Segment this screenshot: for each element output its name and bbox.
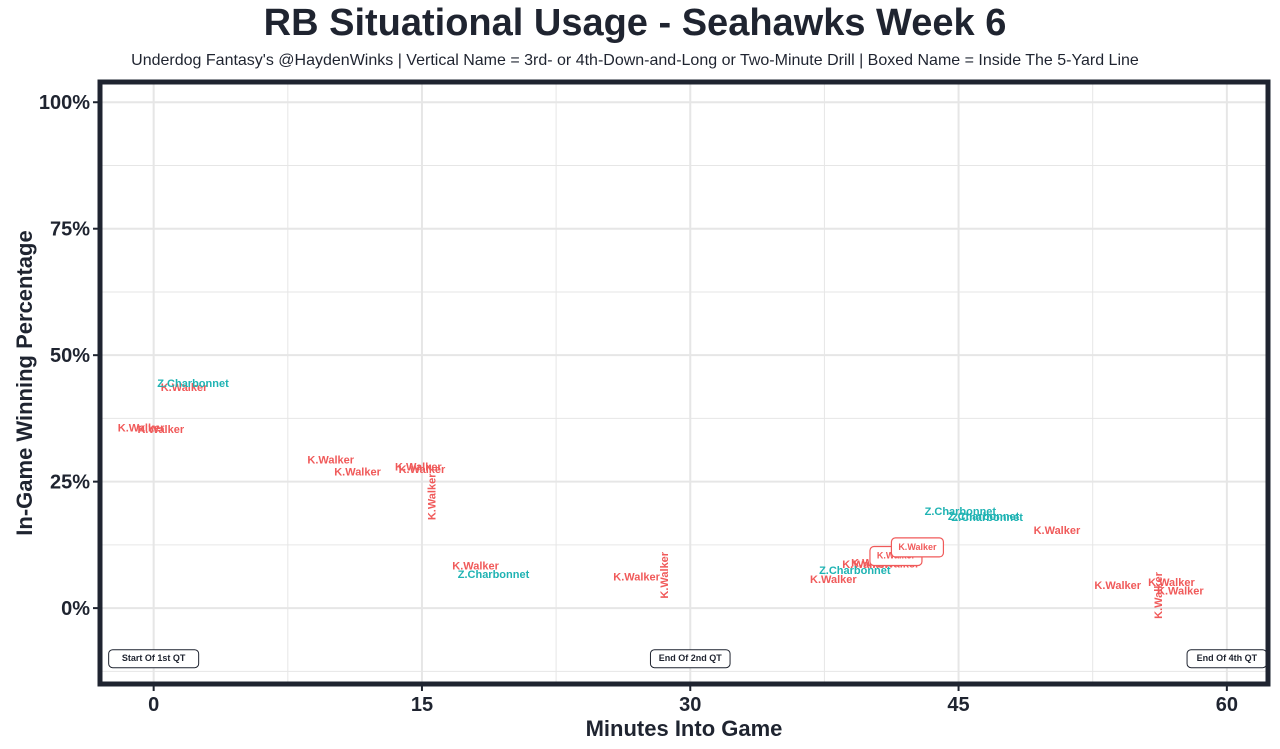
data-point-label: Z.Charbonnet: [819, 565, 891, 577]
annotation-label: End Of 2nd QT: [659, 653, 722, 663]
data-point-label: K.Walker: [334, 466, 381, 478]
annotation-box: [108, 649, 200, 669]
axes: 0 15 30 45 60 0% 25% 50% 75% 100%: [39, 92, 1238, 716]
annotation-box: [649, 649, 731, 669]
chart-title: RB Situational Usage - Seahawks Week 6: [263, 2, 1007, 44]
x-axis-label: Minutes Into Game: [586, 716, 783, 741]
x-tick-label: 15: [411, 694, 433, 716]
data-point-label: K.Walker: [1153, 571, 1165, 618]
x-tick-label: 30: [679, 694, 701, 716]
data-point-label: K.Walker: [1094, 580, 1141, 592]
annotation-label: End Of 4th QT: [1197, 653, 1258, 663]
data-point-label: K.Walker: [898, 542, 937, 552]
data-point-label: K.Walker: [659, 551, 671, 598]
grid-lines: [100, 82, 1268, 684]
data-point-label: K.Walker: [307, 454, 354, 466]
data-point-label: K.Walker: [1157, 585, 1204, 597]
data-point-label: Z.Charbonnet: [458, 569, 530, 581]
quarter-annotation: Start Of 1st QT: [108, 649, 200, 669]
annotation-label: Start Of 1st QT: [122, 653, 186, 663]
data-point-boxed: K.Walker: [890, 537, 945, 558]
chart-subtitle: Underdog Fantasy's @HaydenWinks | Vertic…: [131, 52, 1139, 69]
y-axis-label: In-Game Winning Percentage: [12, 230, 37, 535]
y-tick-label: 100%: [39, 92, 90, 114]
y-tick-label: 50%: [50, 345, 90, 367]
y-tick-label: 0%: [61, 598, 90, 620]
data-point-label: K.Walker: [399, 464, 446, 476]
data-point-label: Z.Charbonnet: [925, 506, 997, 518]
data-point-box: [890, 537, 945, 558]
data-point-label: K.Walker: [118, 422, 165, 434]
data-points: K.WalkerK.WalkerK.WalkerK.WalkerK.Walker…: [118, 378, 1205, 619]
quarter-annotation: End Of 4th QT: [1186, 649, 1268, 669]
x-tick-label: 60: [1216, 694, 1238, 716]
data-point-label: K.Walker: [161, 382, 208, 394]
data-point-label: Z.Charbonnet: [157, 378, 229, 390]
data-point-label: K.Walker: [452, 561, 499, 573]
y-tick-label: 75%: [50, 219, 90, 241]
data-point-label: K.Walker: [613, 572, 660, 584]
plot-frame: [97, 79, 1271, 687]
data-point-label: K.Walker: [1034, 525, 1081, 537]
data-point-label: Z.Charbonnet: [948, 511, 1020, 523]
data-point-label: K.Walker: [1148, 577, 1195, 589]
data-point-label: K.Walker: [810, 574, 857, 586]
data-point-label: K.Walker: [427, 473, 439, 520]
x-tick-label: 45: [947, 694, 969, 716]
quarter-annotations: Start Of 1st QT End Of 2nd QT End Of 4th Q…: [108, 649, 1268, 669]
data-point-label: K.Walker: [395, 461, 442, 473]
x-tick-label: 0: [148, 694, 159, 716]
y-tick-label: 25%: [50, 472, 90, 494]
data-point-label: K.Walker: [137, 424, 184, 436]
data-point-label: Z.Charbonnet: [951, 512, 1023, 524]
quarter-annotation: End Of 2nd QT: [649, 649, 731, 669]
